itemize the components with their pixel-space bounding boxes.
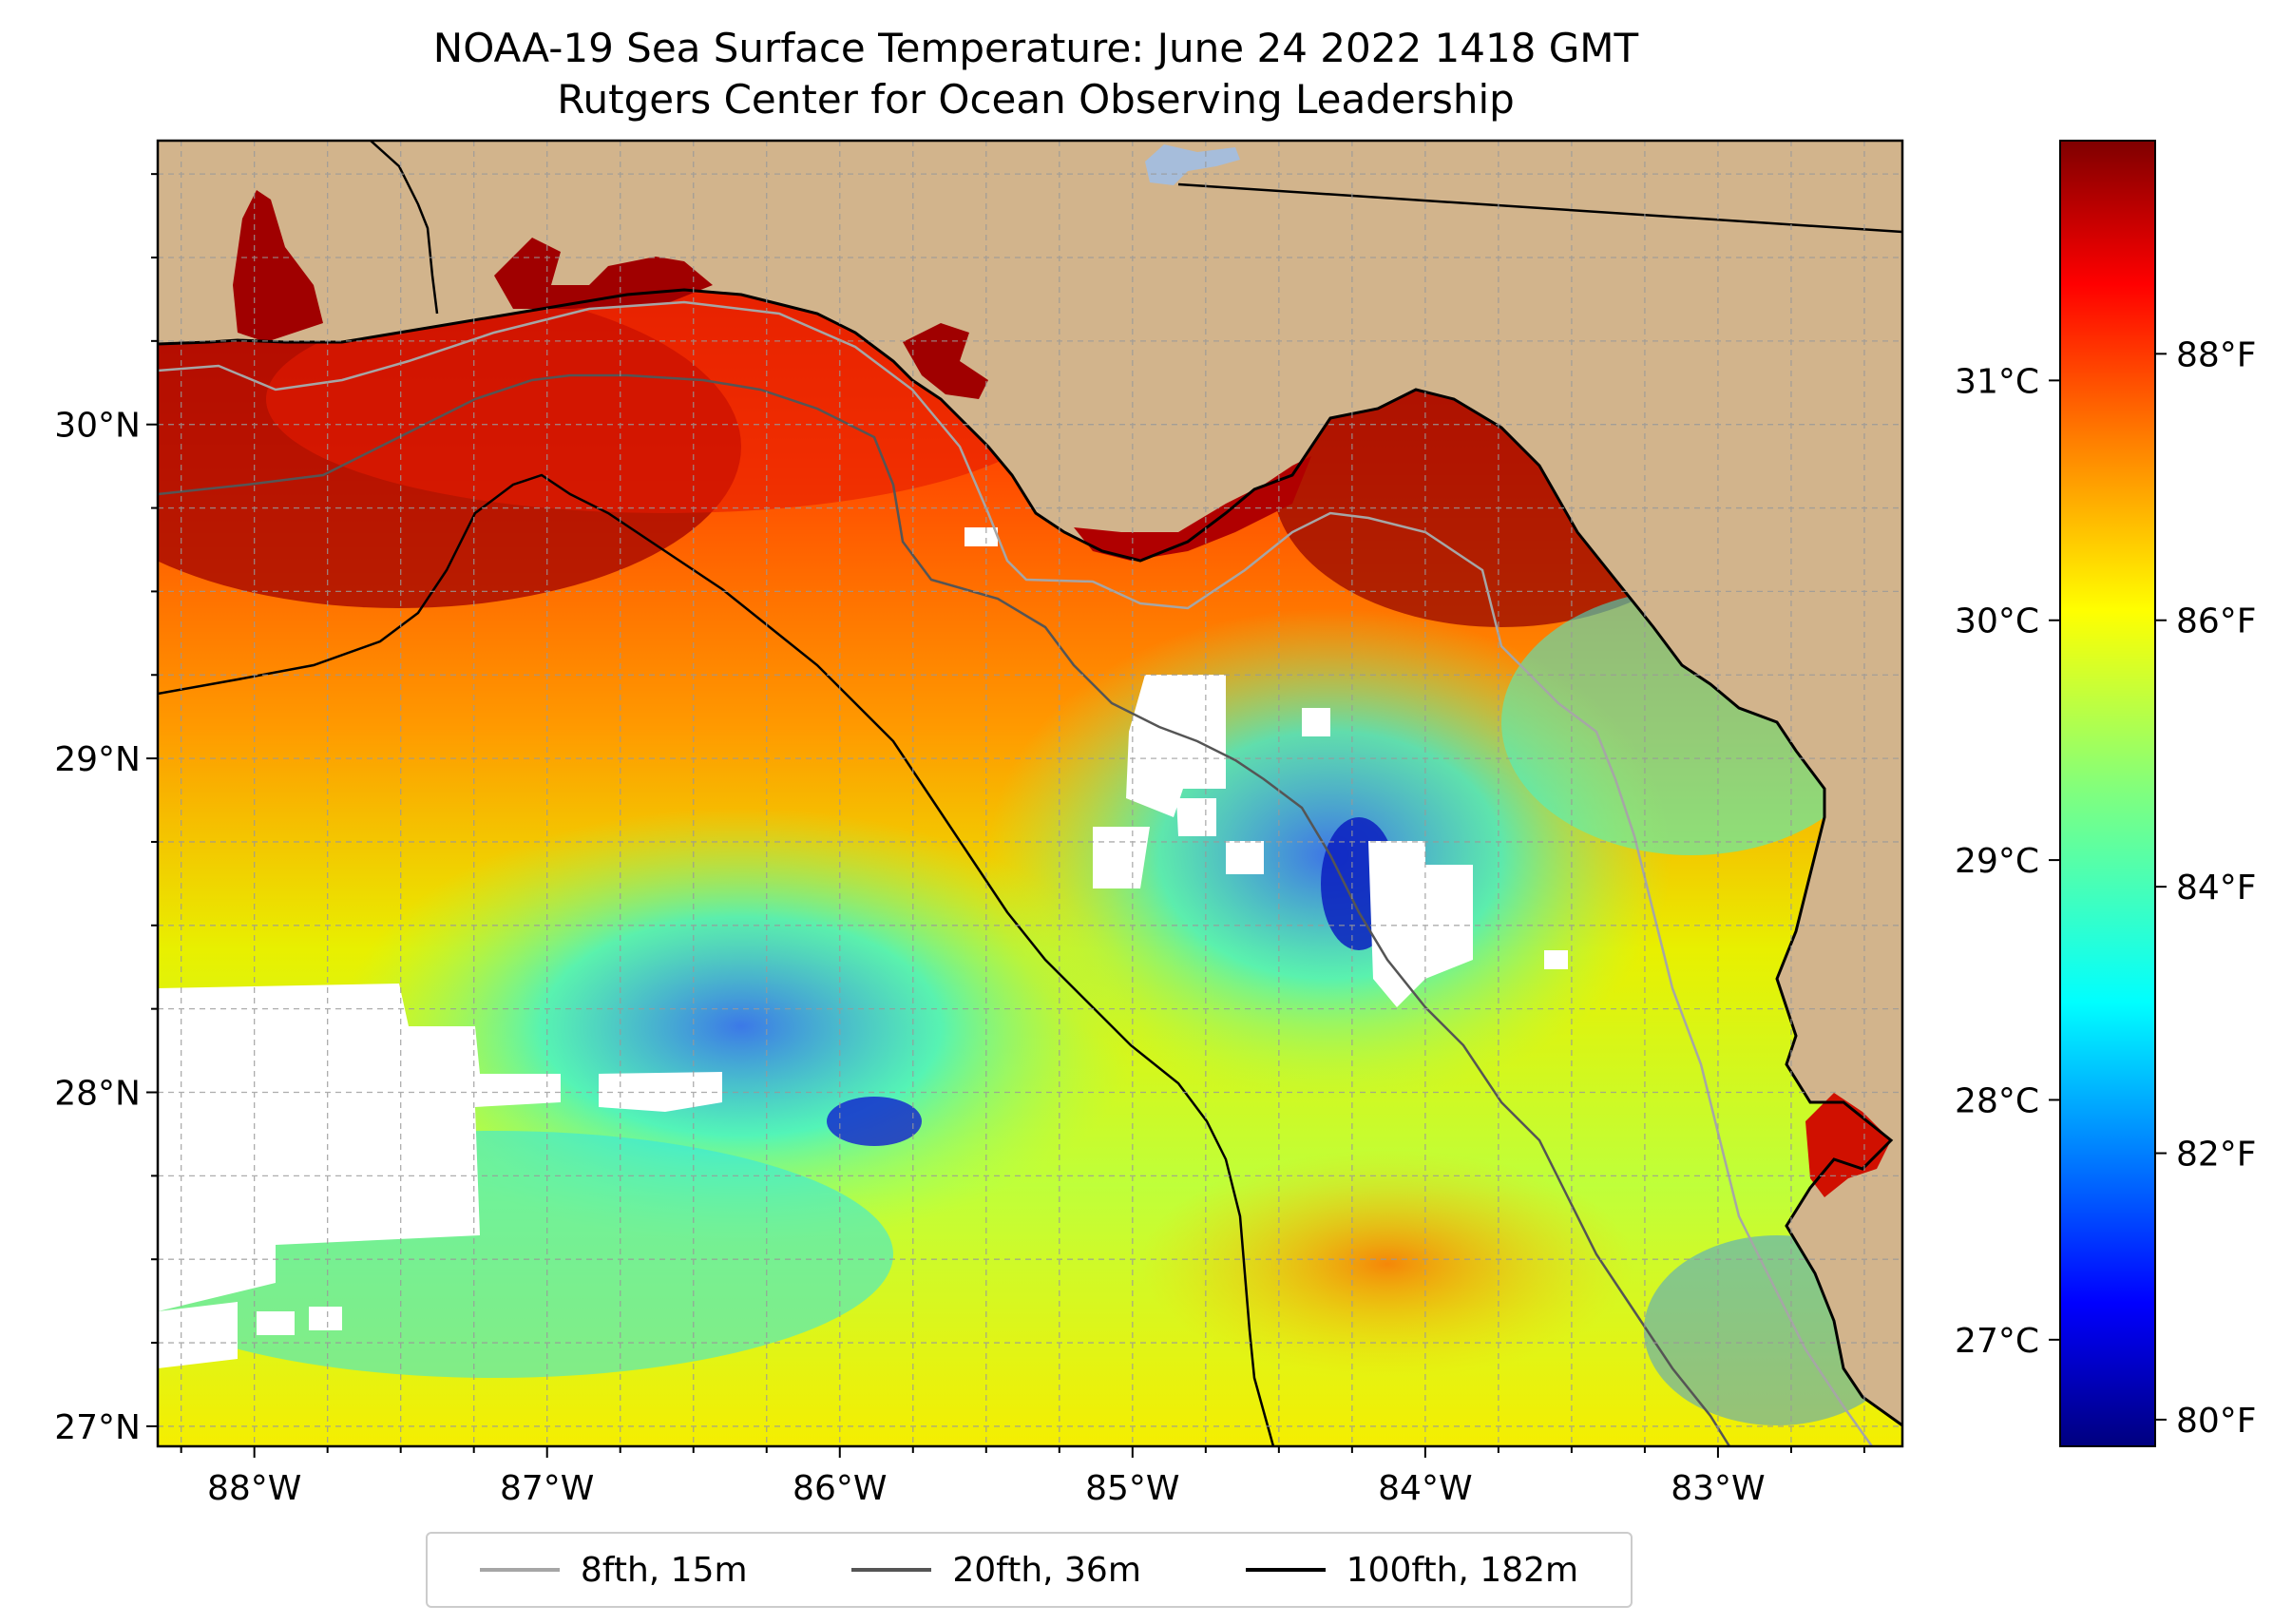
colorbar-celsius-label: 28°C bbox=[1955, 1081, 2039, 1120]
cold-spot bbox=[827, 1097, 922, 1146]
state-border bbox=[1177, 182, 1902, 234]
legend-label: 20fth, 36m bbox=[952, 1550, 1141, 1590]
colorbar-celsius-axis: 27°C 28°C 29°C 30°C 31°C bbox=[1955, 362, 2060, 1361]
lon-tick-label: 88°W bbox=[207, 1469, 301, 1508]
legend-swatch bbox=[851, 1568, 932, 1572]
colorbar-fahrenheit-label: 84°F bbox=[2176, 869, 2257, 908]
legend-item-20fth: 20fth, 36m bbox=[851, 1551, 1141, 1590]
lat-tick-label: 30°N bbox=[54, 407, 141, 446]
longitude-axis: 88°W 87°W 86°W 85°W 84°W 83°W bbox=[180, 1446, 1865, 1508]
no-data-mask bbox=[158, 527, 1568, 1368]
warm-patch-south bbox=[1140, 1150, 1634, 1378]
legend-item-100fth: 100fth, 182m bbox=[1245, 1550, 1579, 1590]
colorbar-fahrenheit-label: 82°F bbox=[2176, 1136, 2257, 1175]
land-mass bbox=[158, 141, 1902, 1425]
mobile-bay bbox=[233, 190, 323, 342]
map-title: NOAA-19 Sea Surface Temperature: June 24… bbox=[432, 25, 1639, 71]
sst-field bbox=[158, 141, 1902, 1446]
lon-tick-label: 84°W bbox=[1378, 1469, 1472, 1508]
lat-tick-label: 29°N bbox=[54, 740, 141, 779]
map-subtitle: Rutgers Center for Ocean Observing Leade… bbox=[557, 76, 1515, 123]
colorbar-celsius-label: 27°C bbox=[1955, 1322, 2039, 1361]
legend-swatch bbox=[1245, 1568, 1326, 1572]
colorbar-celsius-label: 29°C bbox=[1955, 842, 2039, 881]
tampa-bay bbox=[1805, 1093, 1891, 1197]
lat-tick-label: 27°N bbox=[54, 1408, 141, 1447]
colorbar-fahrenheit-axis: 80°F 82°F 84°F 86°F 88°F bbox=[2155, 335, 2257, 1441]
colorbar-fahrenheit-label: 86°F bbox=[2176, 602, 2257, 641]
colorbar-fahrenheit-label: 88°F bbox=[2176, 335, 2257, 374]
legend-label: 8fth, 15m bbox=[580, 1550, 748, 1590]
coastline bbox=[158, 288, 1902, 1427]
colorbar-celsius-label: 30°C bbox=[1955, 602, 2039, 641]
colorbar-celsius-label: 31°C bbox=[1955, 362, 2039, 401]
isobath-20fth bbox=[158, 373, 1731, 1446]
state-border bbox=[370, 141, 439, 315]
isobath-8fth bbox=[158, 300, 1874, 1446]
lon-tick-label: 83°W bbox=[1671, 1469, 1765, 1508]
bay-inlets bbox=[903, 323, 988, 399]
map-frame bbox=[156, 139, 1904, 1448]
apalachicola-bay bbox=[1074, 456, 1311, 561]
lat-tick-label: 28°N bbox=[54, 1075, 141, 1114]
latitude-axis: 27°N 28°N 29°N 30°N bbox=[54, 173, 158, 1447]
lon-tick-label: 86°W bbox=[793, 1469, 887, 1508]
legend-label: 100fth, 182m bbox=[1346, 1550, 1579, 1590]
lon-tick-label: 87°W bbox=[500, 1469, 594, 1508]
legend-item-8fth: 8fth, 15m bbox=[479, 1550, 748, 1590]
legend-swatch bbox=[479, 1568, 560, 1572]
isobath-legend: 8fth, 15m 20fth, 36m 100fth, 182m bbox=[426, 1532, 1633, 1608]
isobath-100fth bbox=[158, 473, 1275, 1446]
graticule bbox=[158, 141, 1902, 1446]
colorbar bbox=[2059, 140, 2156, 1447]
colorbar-fahrenheit-label: 80°F bbox=[2176, 1402, 2257, 1441]
lake-seminole bbox=[1145, 144, 1240, 185]
lon-tick-label: 85°W bbox=[1085, 1469, 1179, 1508]
